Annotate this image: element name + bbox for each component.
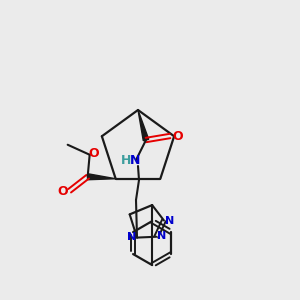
Text: N: N bbox=[128, 232, 136, 242]
Text: N: N bbox=[165, 216, 175, 226]
Text: N: N bbox=[130, 154, 140, 167]
Text: O: O bbox=[173, 130, 183, 142]
Polygon shape bbox=[88, 174, 116, 180]
Text: O: O bbox=[57, 185, 68, 198]
Text: N: N bbox=[157, 231, 166, 241]
Text: H: H bbox=[121, 154, 131, 167]
Text: O: O bbox=[88, 147, 99, 160]
Polygon shape bbox=[138, 110, 149, 141]
